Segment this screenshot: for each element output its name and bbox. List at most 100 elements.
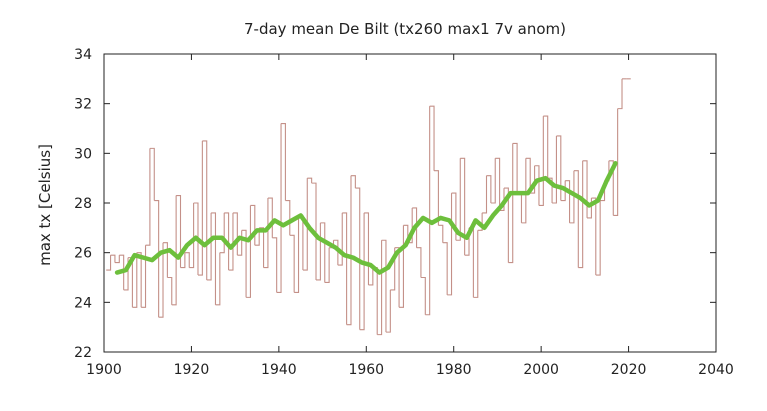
- annual-step: [438, 224, 444, 243]
- annual-step: [595, 200, 601, 276]
- annual-step: [119, 254, 125, 290]
- annual-step: [189, 203, 195, 269]
- annual-step: [289, 234, 295, 293]
- annual-step: [368, 267, 374, 286]
- y-tick-label: 28: [74, 196, 92, 212]
- annual-step: [543, 115, 549, 179]
- y-tick-label: 34: [74, 47, 92, 63]
- annual-step: [477, 212, 483, 231]
- annual-step: [154, 199, 160, 318]
- annual-step: [617, 78, 623, 110]
- y-tick-label: 26: [74, 246, 92, 262]
- x-tick-label: 1900: [86, 362, 122, 378]
- annual-step: [460, 157, 466, 256]
- x-tick-label: 1980: [436, 362, 472, 378]
- annual-step: [254, 227, 260, 246]
- annual-step: [272, 237, 278, 293]
- annual-step: [176, 195, 182, 268]
- annual-step: [324, 247, 330, 284]
- annual-step: [307, 177, 313, 184]
- annual-step: [521, 158, 527, 224]
- annual-step: [224, 212, 230, 271]
- annual-step: [211, 212, 217, 305]
- annual-step: [259, 227, 265, 268]
- annual-step: [394, 247, 400, 308]
- annual-step: [241, 229, 247, 298]
- annual-step: [525, 157, 531, 194]
- annual-step: [482, 175, 488, 214]
- annual-step: [512, 142, 518, 194]
- annual-step: [429, 105, 435, 171]
- annual-step: [499, 188, 505, 211]
- annual-step: [578, 160, 584, 269]
- annual-step: [316, 222, 321, 281]
- annual-step: [141, 245, 147, 308]
- annual-step: [110, 254, 116, 263]
- annual-step: [346, 175, 352, 326]
- annual-step: [184, 252, 190, 268]
- y-tick-label: 30: [74, 146, 92, 162]
- annual-step: [503, 187, 509, 263]
- trend-line: [114, 161, 618, 275]
- annual-step: [311, 182, 317, 280]
- annual-step: [569, 170, 575, 224]
- annual-step: [434, 170, 439, 226]
- annual-step: [538, 116, 544, 207]
- annual-step: [425, 106, 431, 316]
- x-tick-label: 2000: [523, 362, 559, 378]
- annual-step: [136, 252, 142, 308]
- annual-step: [552, 135, 557, 204]
- annual-step: [114, 255, 120, 264]
- annual-step: [613, 108, 619, 216]
- annual-step: [416, 247, 422, 278]
- annual-step: [364, 212, 370, 285]
- chart-title: 7-day mean De Bilt (tx260 max1 7v anom): [244, 20, 566, 38]
- annual-step: [473, 230, 479, 298]
- annual-step: [451, 192, 457, 241]
- annual-step: [281, 122, 286, 201]
- annual-step: [342, 212, 348, 325]
- annual-step: [355, 187, 361, 330]
- x-tick-label: 2020: [611, 362, 647, 378]
- x-tick-label: 1940: [261, 362, 297, 378]
- annual-step: [608, 160, 614, 216]
- annual-step: [167, 276, 173, 305]
- annual-step: [442, 242, 448, 295]
- annual-step: [219, 212, 225, 254]
- annual-step: [530, 165, 536, 194]
- annual-step: [582, 160, 588, 218]
- annual-step: [180, 252, 186, 269]
- annual-step: [337, 212, 343, 266]
- annual-step: [573, 170, 579, 268]
- annual-step: [508, 143, 514, 264]
- annual-step: [556, 135, 562, 201]
- annual-step: [302, 178, 308, 271]
- annual-step: [420, 276, 426, 315]
- annual-step: [359, 212, 365, 331]
- annual-step: [490, 158, 496, 204]
- annual-step: [263, 198, 269, 269]
- annual-step: [390, 247, 396, 291]
- plot-area: 1900 1920 1940 1960 1980 2000 2020 2040 22 24 26 28…: [74, 47, 734, 378]
- annual-step: [158, 242, 164, 318]
- annual-step: [495, 157, 501, 211]
- y-tick-label: 24: [74, 295, 92, 311]
- annual-step: [320, 222, 326, 283]
- annual-step: [381, 239, 387, 333]
- annual-step: [171, 195, 177, 306]
- annual-step: [486, 175, 492, 203]
- annual-step: [565, 180, 571, 223]
- annual-step: [333, 239, 339, 266]
- annual-step: [412, 207, 418, 248]
- x-tick-label: 1960: [348, 362, 384, 378]
- annual-step: [206, 212, 212, 281]
- annual-step: [202, 140, 208, 280]
- annual-step: [163, 242, 168, 278]
- annual-step: [547, 177, 553, 203]
- annual-step: [534, 165, 540, 206]
- x-tick-label: 2040: [698, 362, 734, 378]
- annual-step: [399, 225, 404, 308]
